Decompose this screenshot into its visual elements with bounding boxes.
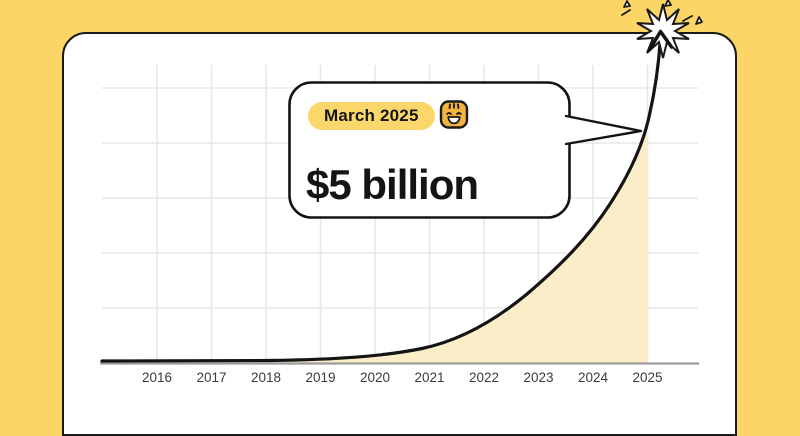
x-tick-2021: 2021 (402, 370, 458, 385)
x-tick-2024: 2024 (565, 370, 621, 385)
x-tick-2017: 2017 (184, 370, 240, 385)
x-tick-2020: 2020 (347, 370, 403, 385)
x-tick-2023: 2023 (511, 370, 567, 385)
mascot-emoji-icon (439, 99, 469, 129)
value-callout-text: $5 billion (306, 163, 566, 207)
date-badge: March 2025 (308, 102, 435, 130)
x-tick-2018: 2018 (238, 370, 294, 385)
date-badge-label: March 2025 (324, 106, 419, 125)
x-tick-2022: 2022 (456, 370, 512, 385)
x-tick-2025: 2025 (620, 370, 676, 385)
confetti-sparks (622, 0, 702, 24)
x-tick-2019: 2019 (293, 370, 349, 385)
x-tick-2016: 2016 (129, 370, 185, 385)
promo-graphic: { "page": { "background_color": "#FBD565… (0, 0, 800, 417)
